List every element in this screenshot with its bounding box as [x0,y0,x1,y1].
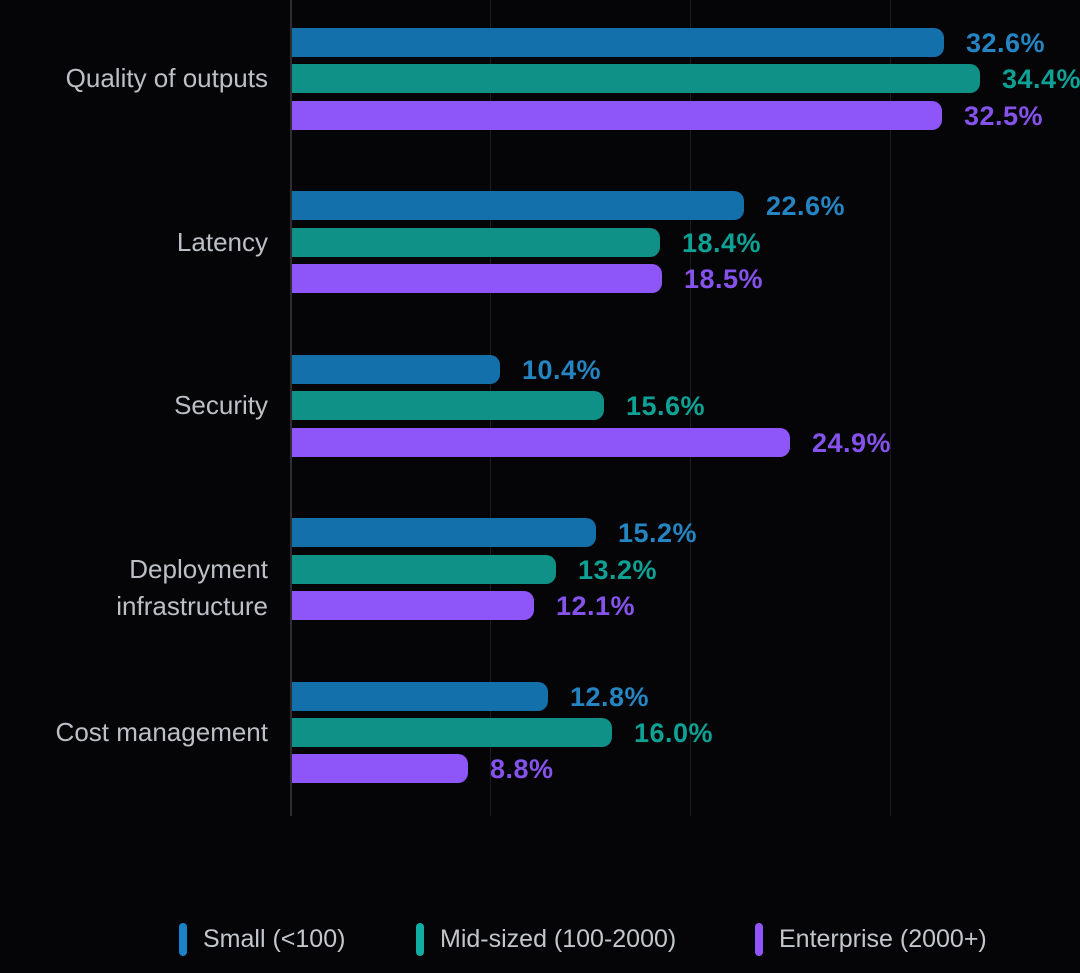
legend-item: Mid-sized (100-2000) [416,918,676,960]
bar [292,591,534,620]
bar-value-label: 16.0% [634,718,714,748]
legend-marker [416,922,424,956]
bar [292,718,612,747]
bar-value-label: 32.6% [966,28,1046,58]
category-label: Quality of outputs [65,63,268,94]
gridline [690,0,691,816]
bar-value-label: 10.4% [522,354,602,385]
legend: Small (<100) Mid-sized (100-2000) Enterpri… [0,918,1080,960]
bar-value-label: 15.2% [618,518,698,549]
bar-value-label: 24.9% [812,427,892,458]
gridline [890,0,891,816]
legend-item: Small (<100) [179,918,345,960]
category-label: Security [174,390,268,421]
bar [292,28,944,57]
bar [292,391,604,421]
legend-marker [755,922,763,956]
bar [292,681,548,711]
category-label: Latency [176,226,268,257]
bar-value-label: 18.4% [682,227,762,258]
category-label: Cost management [55,717,268,747]
bar [292,64,980,94]
category-label: Deployment infrastructure [116,553,268,621]
bar-value-label: 32.5% [964,100,1044,131]
legend-item-label: Enterprise (2000+) [779,924,987,953]
legend-item: Enterprise (2000+) [755,918,987,960]
bar [292,427,790,457]
bar [292,191,744,221]
bar [292,754,468,784]
bar-value-label: 22.6% [766,191,846,222]
bar [292,354,500,384]
bar [292,264,662,294]
legend-marker [179,922,187,956]
y-axis-line [290,0,292,816]
bar-value-label: 8.8% [490,754,554,785]
bar-value-label: 18.5% [684,264,764,295]
bar-value-label: 15.6% [626,391,706,422]
legend-item-label: Small (<100) [203,924,346,953]
bar-value-label: 12.8% [570,681,650,712]
bar-value-label: 13.2% [578,554,658,585]
legend-item-label: Mid-sized (100-2000) [440,924,677,953]
bar [292,554,556,584]
bar [292,227,660,257]
bar-value-label: 12.1% [556,591,636,621]
bar [292,100,942,130]
bar [292,518,596,548]
bar-value-label: 34.4% [1002,64,1080,95]
